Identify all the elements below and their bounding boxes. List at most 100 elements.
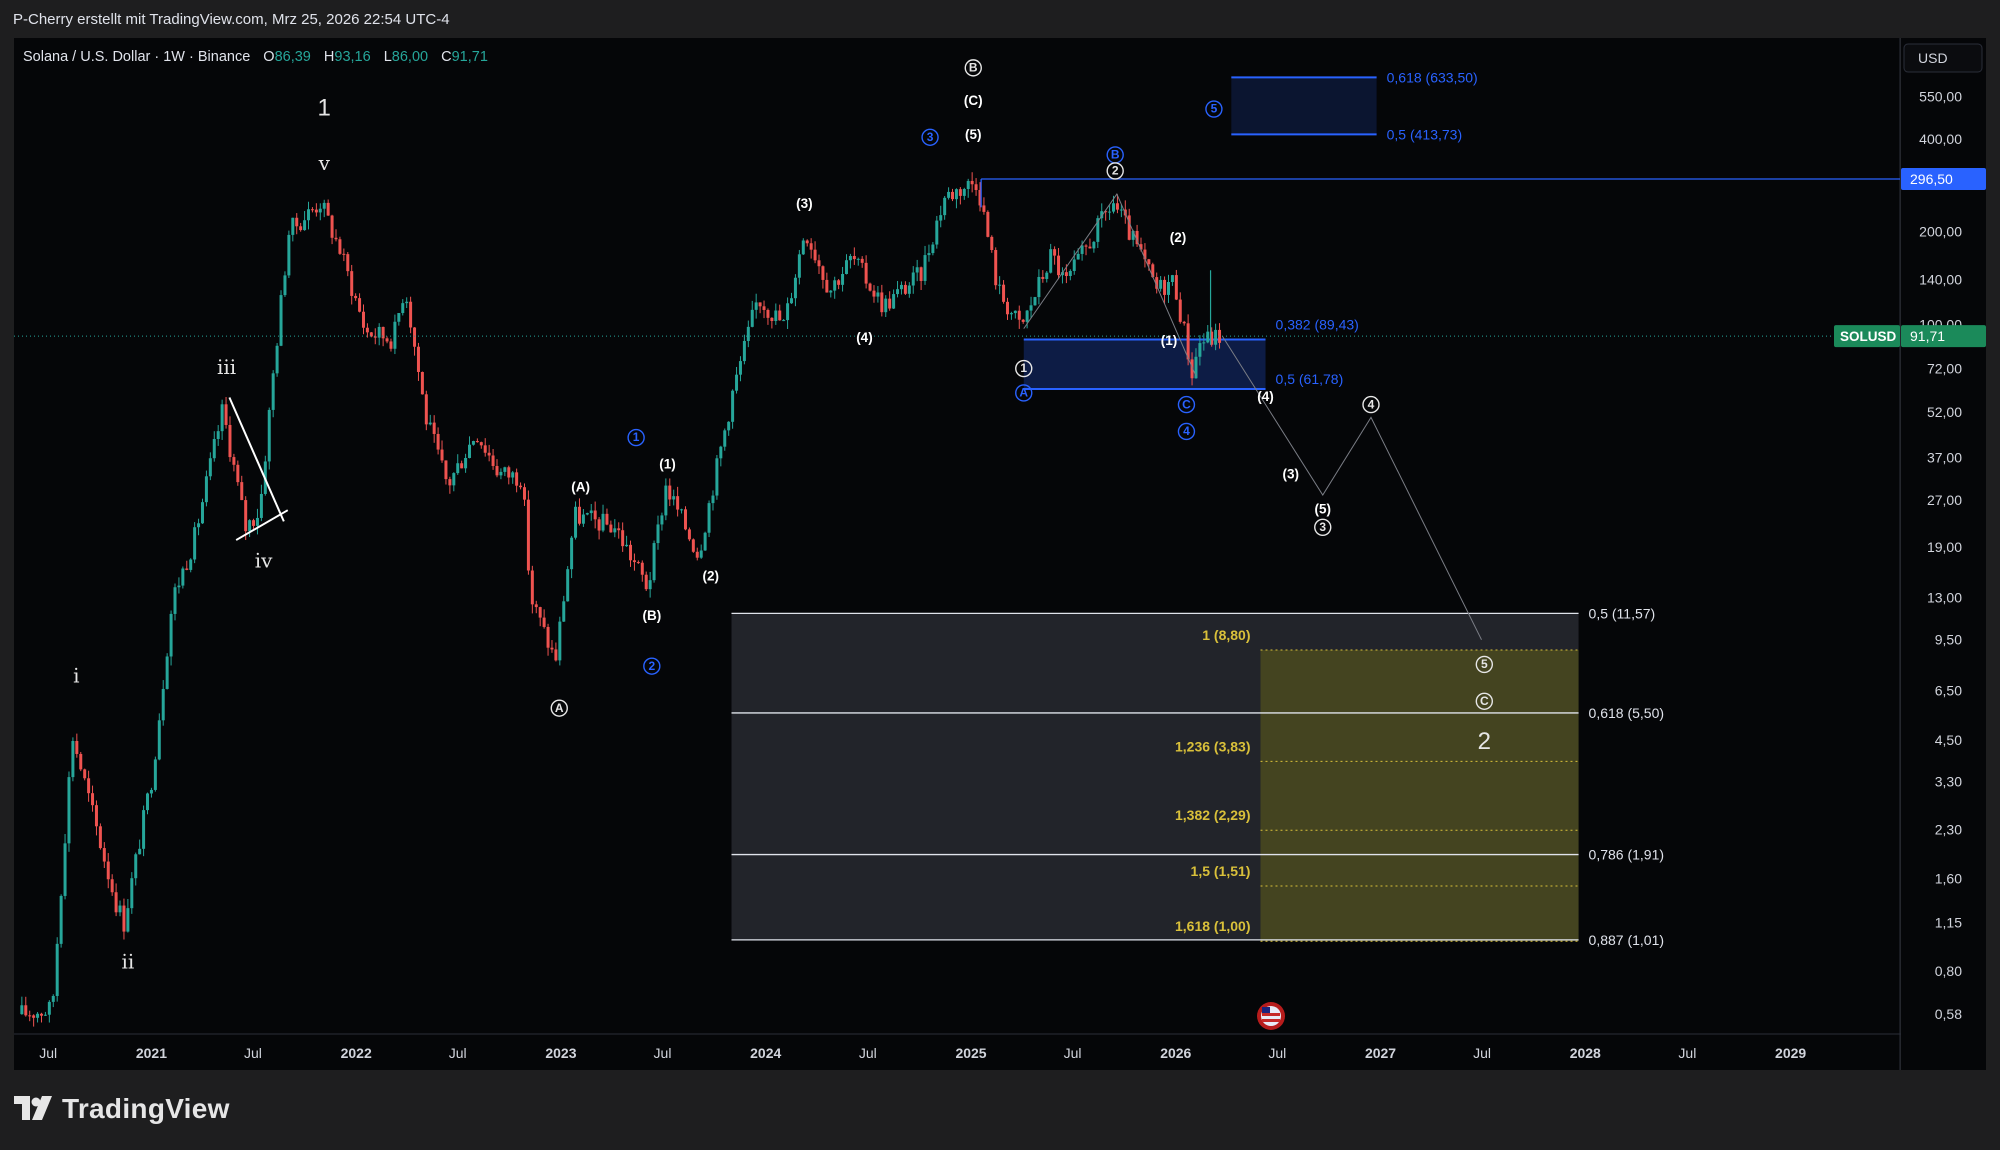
price-axis-background: [1901, 38, 1986, 1070]
wave-circle: [627, 428, 645, 447]
candle-body: [640, 562, 644, 575]
candle-body: [224, 404, 228, 425]
candle-body: [632, 560, 636, 563]
candle-body: [581, 514, 585, 524]
candle-body: [1174, 275, 1178, 300]
candle-body: [1021, 319, 1025, 322]
wave-circle: [1205, 100, 1223, 118]
wave-label: (4): [1257, 389, 1274, 404]
candle-body: [636, 562, 640, 564]
candle-body: [522, 487, 526, 500]
wave-circle: [550, 699, 568, 717]
y-tick-label: 13,00: [1927, 590, 1962, 606]
wave-label: 4: [1183, 424, 1190, 438]
candle-body: [711, 495, 715, 504]
candle-body: [911, 272, 915, 286]
candle-body: [350, 271, 354, 296]
candle-body: [880, 292, 884, 313]
fib-level-label: 1,382 (2,29): [1175, 807, 1251, 823]
candle-body: [986, 211, 990, 237]
price-axis[interactable]: 750,00550,00400,00200,00140,00100,0072,0…: [1919, 47, 1962, 1022]
low-value: 86,00: [392, 49, 428, 65]
candle-body: [821, 266, 825, 280]
candle-body: [872, 290, 876, 297]
wave-label: ii: [121, 949, 134, 973]
candle-body: [1084, 245, 1088, 247]
extension-zone: [1260, 649, 1579, 942]
news-flag-icon[interactable]: [1257, 1002, 1285, 1030]
candle-body: [958, 189, 962, 196]
candle-body: [448, 479, 452, 486]
candle-body: [428, 422, 432, 425]
candle-body: [1013, 310, 1017, 314]
candle-body: [668, 485, 672, 500]
candle-body: [342, 253, 346, 255]
candle-body: [534, 604, 538, 608]
candle-body: [903, 284, 907, 294]
candle-body: [1159, 279, 1163, 289]
candle-body: [149, 789, 153, 794]
wave-label: 1: [1020, 361, 1027, 375]
currency-box[interactable]: [1903, 43, 1983, 73]
svg-text:Solana / U.S. Dollar · 1W · Bi: Solana / U.S. Dollar · 1W · Binance O86,…: [23, 49, 488, 65]
candle-body: [805, 240, 809, 244]
candle-body: [1186, 323, 1190, 360]
candle-body: [71, 740, 75, 778]
candle-body: [817, 260, 821, 267]
candle-body: [907, 285, 911, 294]
candle-body: [558, 621, 562, 661]
price-chart[interactable]: 0,618 (633,50) 0,5 (413,73) 0,382 (89,43) 0…: [0, 0, 2000, 1080]
candle-body: [605, 513, 609, 525]
candle-body: [471, 441, 475, 445]
candle-body: [538, 607, 542, 618]
time-axis[interactable]: Jul 2021 Jul 2022 Jul 2023 Jul 2024 Jul 2025 Jul 20…: [39, 1045, 1806, 1061]
candle-body: [1092, 241, 1096, 249]
candle-body: [994, 250, 998, 286]
x-tick-label: 2028: [1570, 1045, 1601, 1061]
candle-body: [1151, 264, 1155, 278]
x-tick-label: 2021: [136, 1045, 167, 1061]
candle-body: [1202, 342, 1206, 344]
wave-circle: [1475, 655, 1494, 674]
candle-body: [1112, 203, 1116, 212]
price-label-value: 296,50: [1910, 171, 1953, 187]
candle-body: [1147, 259, 1151, 265]
wave-circle: [1015, 384, 1033, 402]
wave-circle: [1177, 422, 1196, 441]
wave-zigzag: [1023, 193, 1197, 377]
candle-body: [189, 559, 193, 570]
candle-body: [365, 327, 369, 333]
candle-body: [94, 805, 98, 827]
candle-body: [197, 523, 201, 528]
wave-label: (2): [702, 568, 719, 583]
candle-body: [291, 217, 295, 235]
wave-label: (5): [1315, 502, 1332, 517]
candle-body: [998, 284, 1002, 286]
candle-body: [303, 220, 307, 231]
candle-body: [542, 617, 546, 627]
candle-body: [310, 209, 314, 211]
low-label: L: [384, 49, 392, 65]
candle-body: [28, 1015, 32, 1017]
tradingview-logo[interactable]: TradingView: [14, 1093, 230, 1125]
fib-level-label: 0,618 (5,50): [1589, 705, 1665, 721]
x-tick-label: Jul: [1473, 1045, 1491, 1061]
candle-body: [644, 574, 648, 590]
wave-label: 5: [1211, 102, 1218, 116]
target-zone: [1231, 77, 1377, 135]
wave-circle: [1475, 692, 1494, 710]
candle-body: [212, 439, 216, 459]
candle-body: [742, 340, 746, 362]
candle-body: [1017, 310, 1021, 320]
candle-body: [216, 431, 220, 440]
candle-body: [609, 524, 613, 533]
candle-body: [746, 326, 750, 341]
tradingview-wordmark: TradingView: [62, 1093, 230, 1124]
candle-body: [837, 280, 841, 285]
high-value: 93,16: [334, 49, 370, 65]
candle-body: [252, 520, 256, 526]
fib-level-label: 0,887 (1,01): [1589, 932, 1665, 948]
wave-label: (1): [1161, 333, 1178, 348]
candle-body: [786, 303, 790, 321]
candle-body: [220, 404, 224, 432]
